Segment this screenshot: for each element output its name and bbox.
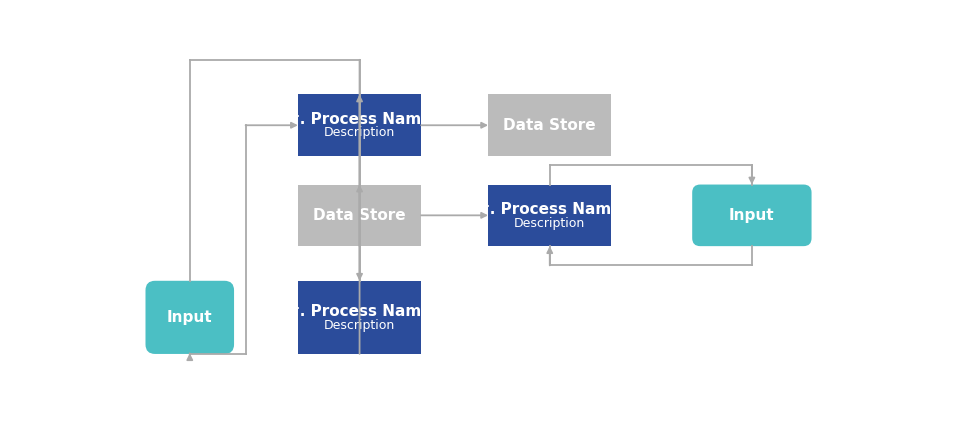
Text: Input: Input [729, 208, 775, 223]
FancyBboxPatch shape [298, 185, 421, 246]
Text: #. Process Name: #. Process Name [287, 304, 432, 320]
Text: #. Process Name: #. Process Name [287, 112, 432, 127]
Text: Data Store: Data Store [313, 208, 406, 223]
Text: Description: Description [324, 127, 396, 139]
FancyBboxPatch shape [298, 281, 421, 354]
Text: Description: Description [515, 216, 586, 230]
FancyBboxPatch shape [146, 281, 234, 354]
Text: Input: Input [167, 310, 212, 325]
FancyBboxPatch shape [692, 185, 811, 246]
Text: #. Process Name: #. Process Name [477, 202, 622, 217]
Text: Description: Description [324, 319, 396, 332]
FancyBboxPatch shape [488, 94, 612, 156]
FancyBboxPatch shape [488, 185, 612, 246]
Text: Data Store: Data Store [503, 118, 596, 133]
FancyBboxPatch shape [298, 94, 421, 156]
